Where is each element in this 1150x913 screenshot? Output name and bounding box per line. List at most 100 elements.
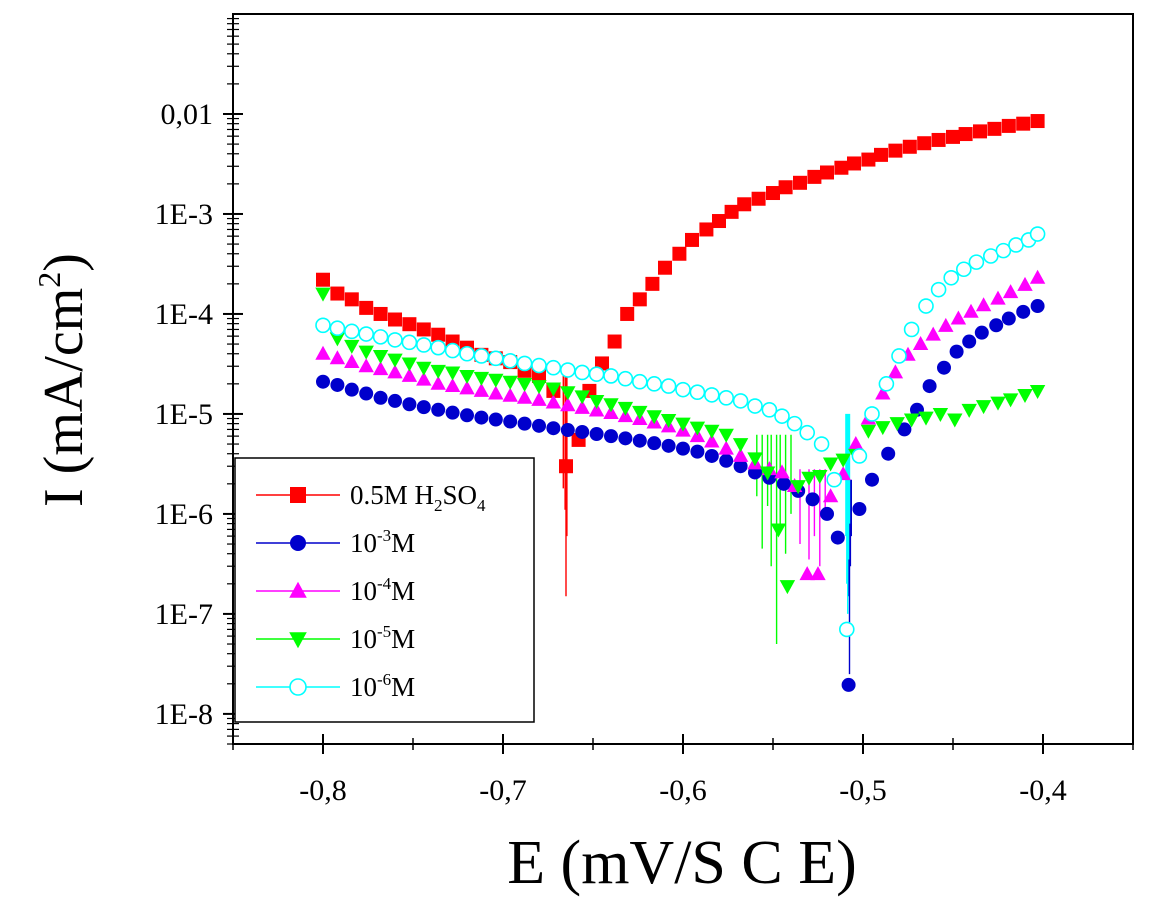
series-2-point (560, 397, 576, 412)
series-4-point (559, 362, 576, 378)
series-0-point (793, 175, 807, 190)
legend-label-end: M (391, 528, 415, 558)
series-2-point (990, 290, 1006, 305)
series-4-point (703, 387, 720, 403)
series-1-point (776, 476, 791, 491)
series-3-point (732, 438, 749, 453)
y-tick-label: 1E-8 (155, 698, 213, 731)
series-0-point (861, 152, 876, 167)
series-1-point (517, 416, 532, 431)
series-1-point (974, 325, 989, 340)
y-axis-title-main: I (mA/cm (33, 288, 95, 507)
series-1-point (359, 386, 374, 401)
series-2-point (1002, 284, 1019, 299)
series-1-point (604, 429, 618, 444)
series-2-point (358, 358, 374, 373)
series-4-point (675, 381, 691, 398)
series-3-point (358, 345, 374, 360)
series-1-point (719, 453, 734, 468)
series-3-point (689, 421, 706, 436)
series-0-point (685, 232, 699, 247)
series-0-point (958, 127, 973, 142)
series-2-point (574, 399, 590, 414)
series-2-point (329, 350, 346, 365)
y-tick-label: 1E-5 (155, 398, 213, 431)
series-4-point (851, 448, 868, 464)
series-0-point (330, 286, 345, 301)
series-1-point (546, 421, 561, 436)
series-3-point (488, 373, 504, 388)
x-tick-label: -0,5 (839, 774, 887, 807)
legend-label-base: 0.5M H (350, 480, 434, 510)
legend-label-sup: -3 (377, 526, 391, 545)
series-0-point (645, 276, 660, 291)
series-4-point (660, 378, 677, 394)
series-4-point (995, 242, 1012, 259)
series-0-point (712, 214, 726, 229)
series-0-point (388, 312, 402, 327)
legend-marker-4 (289, 678, 307, 696)
series-4-point (415, 337, 432, 353)
series-0-point (316, 272, 330, 287)
series-3-point (947, 413, 963, 428)
series-1-point (733, 459, 748, 474)
series-1-point (1016, 304, 1031, 319)
series-3-point (531, 380, 547, 395)
series-3-point (473, 371, 490, 386)
series-2-point (975, 297, 992, 312)
series-2-point (502, 387, 518, 402)
series-1-point (560, 423, 575, 438)
series-4-point (459, 345, 475, 362)
series-4-point (444, 342, 461, 359)
series-0-point (946, 129, 960, 144)
series-3-point (344, 339, 360, 354)
series-2-point (387, 364, 403, 379)
series-0-point (1016, 116, 1031, 131)
series-3-point (975, 400, 992, 415)
series-4-point (774, 408, 790, 424)
series-0-point (847, 156, 861, 171)
series-1-point (474, 410, 489, 425)
legend-label-0: 0.5M H2SO4 (350, 480, 486, 515)
legend-marker-1 (290, 535, 306, 551)
series-3-point (835, 453, 851, 468)
series-3-point (588, 394, 605, 409)
series-2-point (732, 447, 749, 462)
series-1-point (618, 431, 633, 446)
series-1-point (949, 344, 964, 359)
series-4-point (761, 402, 778, 418)
series-3-point (875, 421, 891, 436)
y-axis-title-sup: 2 (31, 272, 67, 288)
y-axis-title-end: ) (33, 253, 95, 272)
series-2-point (1029, 269, 1046, 284)
markers-layer (315, 114, 1046, 692)
series-3-point (1002, 393, 1019, 408)
legend-marker-2 (289, 581, 307, 598)
series-1-point (962, 334, 977, 349)
series-2-point (459, 380, 475, 395)
series-2-point (1017, 276, 1033, 291)
legend-label-base: 10 (350, 672, 377, 702)
series-1-point (488, 412, 503, 427)
legend-label-sub: 2 (434, 496, 443, 515)
series-2-point (372, 361, 389, 376)
series-4-point (401, 334, 418, 351)
series-2-point (430, 375, 446, 390)
x-tick-label: -0,4 (1019, 774, 1067, 807)
series-0-point (973, 124, 987, 139)
series-2-point (925, 326, 941, 341)
series-1-point (532, 418, 546, 433)
series-3-point (329, 332, 346, 347)
spike-lines-layer (562, 375, 852, 675)
series-0-point (737, 197, 752, 212)
axis-ticks-layer: -0,8 -0,7 -0,6 -0,5 -0,4 1E-8 1E-7 1E-6 1E-5 1E-4… (155, 17, 1134, 807)
legend-marker-3 (289, 632, 307, 649)
series-3-point (516, 377, 533, 392)
series-3-point (387, 353, 403, 368)
legend-label-sup: -4 (377, 574, 392, 593)
x-axis-title: E (mV/S C E) (507, 829, 857, 897)
series-3-point (675, 417, 691, 432)
series-0-point (987, 121, 1002, 136)
